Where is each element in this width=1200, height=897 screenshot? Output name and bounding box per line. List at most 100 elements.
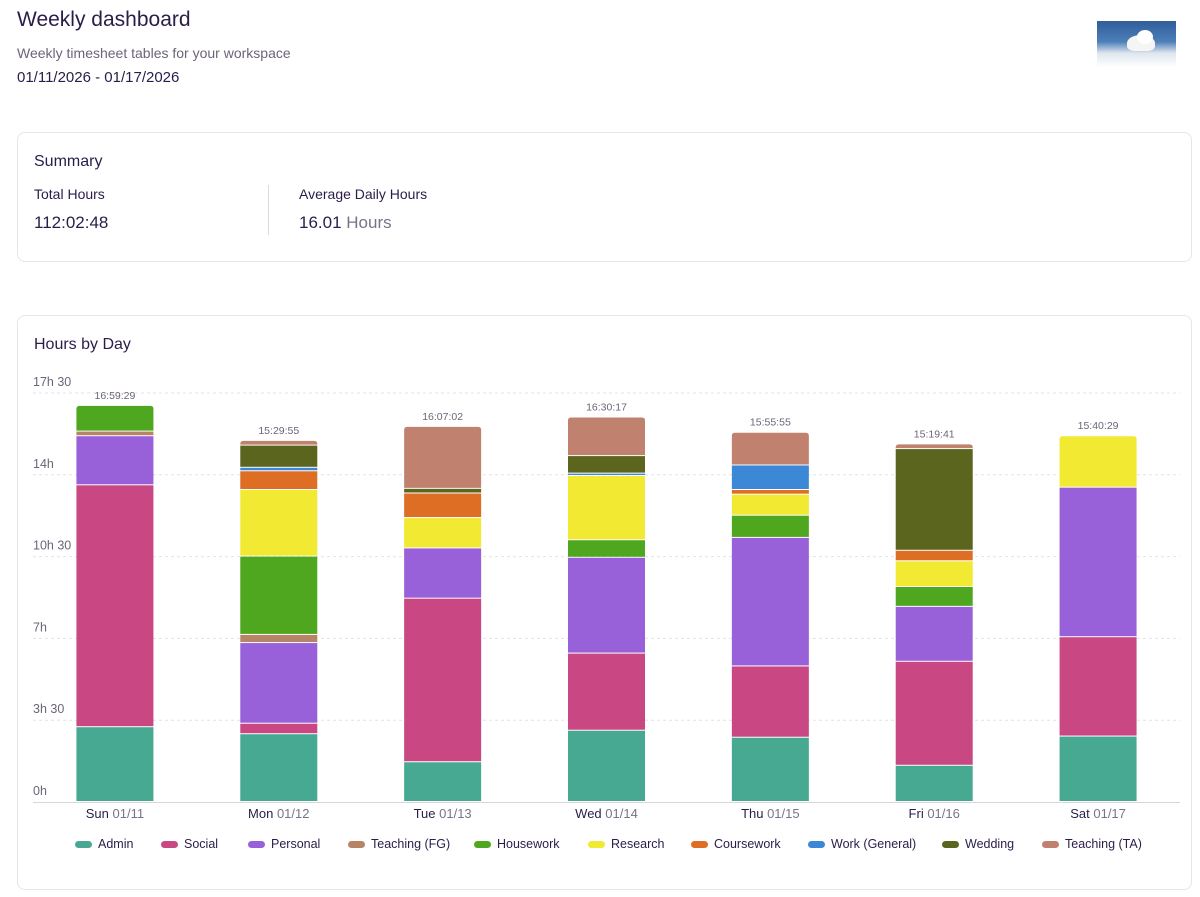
bar-segment-wedding (404, 488, 482, 493)
bar-segment-teaching-ta- (568, 417, 645, 456)
legend-swatch (942, 840, 959, 848)
legend-item[interactable]: Housework (474, 837, 560, 851)
x-tick-date: 01/14 (605, 806, 638, 821)
y-tick-label: 17h 30 (33, 375, 71, 389)
bar-segment-teaching-fg- (76, 431, 154, 436)
legend-label: Admin (98, 837, 134, 851)
y-tick-label: 7h (33, 620, 47, 634)
bar-segment-admin (895, 765, 973, 801)
legend-item[interactable]: Teaching (TA) (1042, 837, 1142, 851)
bar-segment-housework (895, 586, 973, 606)
x-tick-date: 01/15 (767, 806, 800, 821)
legend-swatch (1042, 840, 1059, 848)
legend-item[interactable]: Work (General) (808, 837, 916, 851)
legend-swatch (474, 840, 491, 848)
legend-label: Housework (497, 837, 560, 851)
x-tick-date: 01/13 (439, 806, 472, 821)
average-hours-unit: Hours (346, 213, 392, 232)
x-tick-label: Sun 01/11 (86, 806, 144, 821)
x-tick-label: Sat 01/17 (1070, 806, 1126, 821)
legend-item[interactable]: Teaching (FG) (348, 837, 450, 851)
bar-total-label: 16:30:17 (586, 402, 627, 414)
x-tick-label: Tue 01/13 (414, 806, 472, 821)
bar-segment-teaching-ta- (240, 440, 318, 445)
bar-segment-research (1059, 436, 1137, 487)
legend-swatch (248, 840, 265, 848)
bar-segment-social (568, 653, 645, 730)
bar-segment-research (895, 561, 973, 586)
legend-swatch (588, 840, 605, 848)
header-image (1097, 21, 1176, 67)
bar-segment-admin (76, 727, 154, 801)
x-tick-label: Wed 01/14 (575, 806, 638, 821)
bar-segment-personal (240, 643, 318, 723)
legend-swatch (75, 840, 92, 848)
bar-segment-personal (895, 606, 973, 661)
bar-segment-teaching-fg- (240, 634, 318, 643)
bar-segment-research (731, 494, 809, 515)
legend-swatch (808, 840, 825, 848)
x-tick-day: Fri (909, 806, 928, 821)
bar-segment-housework (568, 540, 645, 557)
x-tick-label: Mon 01/12 (248, 806, 309, 821)
legend-label: Personal (271, 837, 321, 851)
legend-item[interactable]: Social (161, 837, 218, 851)
average-hours-stat: Average Daily Hours 16.01 Hours (299, 186, 427, 233)
bar-segment-admin (1059, 736, 1137, 801)
y-tick-label: 3h 30 (33, 702, 64, 716)
bar-total-label: 15:19:41 (914, 428, 955, 440)
x-tick-day: Wed (575, 806, 605, 821)
bar-total-label: 16:59:29 (94, 390, 135, 402)
bar-total-label: 15:55:55 (750, 417, 791, 429)
average-hours-label: Average Daily Hours (299, 186, 428, 202)
bar-segment-personal (1059, 487, 1137, 637)
bar-segment-social (240, 723, 318, 734)
legend-item[interactable]: Admin (75, 837, 133, 851)
bar-segment-admin (404, 762, 482, 801)
legend-swatch (161, 840, 178, 848)
bar-segment-work-general- (568, 473, 645, 475)
x-tick-day: Tue (414, 806, 440, 821)
bar-segment-coursework (895, 550, 973, 561)
bar-segment-personal (76, 436, 154, 485)
bar-segment-housework (76, 405, 154, 431)
bar-segment-social (76, 485, 154, 727)
total-hours-stat: Total Hours 112:02:48 (34, 186, 108, 233)
legend-item[interactable]: Coursework (691, 837, 781, 851)
bar-segment-research (568, 475, 645, 540)
chart-title: Hours by Day (34, 336, 131, 353)
average-hours-value: 16.01 Hours (299, 213, 427, 233)
page-header: Weekly dashboard Weekly timesheet tables… (17, 8, 291, 86)
bar-total-label: 15:29:55 (258, 425, 299, 437)
bar-segment-admin (240, 734, 318, 801)
bar-segment-work-general- (240, 467, 318, 471)
bar-segment-work-general- (731, 465, 809, 489)
bar-segment-teaching-ta- (404, 426, 482, 488)
legend-item[interactable]: Wedding (942, 837, 1014, 851)
y-tick-label: 10h 30 (33, 539, 71, 553)
bar-segment-social (895, 661, 973, 765)
bar-segment-coursework (404, 493, 482, 518)
bar-segment-research (404, 518, 482, 548)
bar-segment-social (1059, 637, 1137, 736)
bar-segment-social (731, 666, 809, 737)
bar-total-label: 16:07:02 (422, 411, 463, 423)
bar-segment-wedding (240, 445, 318, 467)
legend-swatch (348, 840, 365, 848)
bar-segment-personal (404, 548, 482, 598)
x-tick-label: Fri 01/16 (909, 806, 960, 821)
page-title: Weekly dashboard (17, 8, 191, 31)
average-hours-number: 16.01 (299, 213, 342, 232)
x-tick-label: Thu 01/15 (741, 806, 800, 821)
bar-segment-personal (731, 537, 809, 666)
date-range: 01/11/2026 - 01/17/2026 (17, 69, 180, 86)
legend-item[interactable]: Personal (248, 837, 320, 851)
legend-label: Work (General) (831, 837, 917, 851)
legend-swatch (691, 840, 708, 848)
total-hours-value: 112:02:48 (34, 213, 109, 232)
legend-item[interactable]: Research (588, 837, 665, 851)
cloud-shape (1137, 30, 1153, 44)
bar-segment-housework (731, 515, 809, 537)
bar-segment-research (240, 489, 318, 556)
x-tick-date: 01/12 (277, 806, 310, 821)
